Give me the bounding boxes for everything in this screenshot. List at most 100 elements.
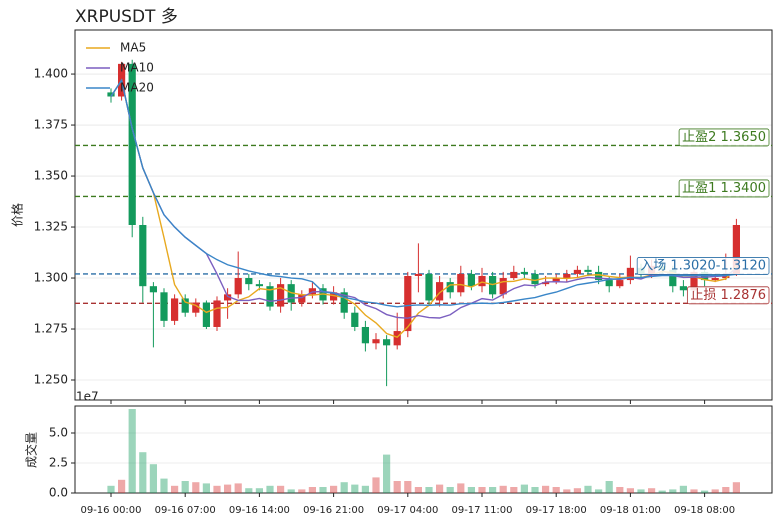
level-label-text: 入场 1.3020-1.3120 — [640, 258, 766, 273]
volume-bar — [107, 485, 115, 493]
volume-bar — [478, 487, 486, 493]
volume-bar — [510, 487, 518, 493]
legend-label: MA10 — [120, 61, 154, 75]
volume-bar — [446, 487, 454, 493]
volume-bar — [224, 484, 232, 493]
level-label-text: 止损 1.2876 — [690, 288, 766, 303]
candle-body — [277, 284, 285, 307]
y-tick-label: 1.250 — [34, 373, 68, 387]
candle-body — [446, 282, 454, 293]
level-label-box — [686, 286, 770, 305]
volume-bar — [234, 483, 242, 493]
x-tick-label: 09-16 00:00 — [80, 505, 141, 516]
volume-bar — [160, 478, 168, 493]
volume-bar — [563, 489, 571, 493]
volume-bar — [595, 489, 603, 493]
volume-bar — [149, 464, 157, 493]
volume-bar — [277, 485, 285, 493]
x-tick-label: 09-16 14:00 — [229, 505, 290, 516]
candle-body — [361, 326, 369, 344]
volume-bar — [383, 454, 391, 493]
volume-bar — [658, 490, 666, 493]
volume-bar — [732, 482, 740, 493]
volume-bar — [722, 487, 730, 493]
candle-body — [414, 273, 422, 276]
candle-body — [213, 300, 221, 327]
volume-bar — [319, 487, 327, 493]
volume-bar — [457, 483, 465, 493]
volume-bar — [531, 487, 539, 493]
volume-bar — [489, 487, 497, 493]
y-tick-label: 2.5 — [49, 456, 68, 470]
volume-bar — [118, 479, 126, 493]
candle-body — [478, 275, 486, 287]
candle-body — [383, 339, 391, 346]
volume-bar — [573, 488, 581, 493]
candle-body — [160, 292, 168, 321]
candle-body — [425, 273, 433, 301]
candle-body — [255, 284, 263, 287]
candle-body — [181, 298, 189, 313]
volume-bar — [340, 482, 348, 493]
candle-body — [202, 302, 210, 327]
volume-bar — [330, 485, 338, 493]
volume-bar — [202, 483, 210, 493]
x-tick-label: 09-17 11:00 — [451, 505, 512, 516]
volume-bar — [372, 477, 380, 493]
candle-body — [626, 267, 634, 281]
volume-bar — [171, 485, 179, 493]
candle-body — [520, 271, 528, 274]
candle-body — [224, 294, 232, 301]
y-tick-label: 1.275 — [34, 322, 68, 336]
candle-body — [149, 286, 157, 293]
y-tick-label: 1.400 — [34, 67, 68, 81]
candle-body — [669, 269, 677, 287]
x-tick-label: 09-18 08:00 — [674, 505, 735, 516]
volume-bar — [605, 481, 613, 493]
volume-bar — [139, 452, 147, 493]
level-label: 入场 1.3020-1.3120 — [636, 257, 770, 275]
candle-body — [404, 275, 412, 332]
level-label: 止盈2 1.3650 — [678, 128, 770, 147]
x-tick-label: 09-17 04:00 — [377, 505, 438, 516]
volume-bar — [690, 489, 698, 493]
volume-bar — [425, 487, 433, 493]
candle-body — [234, 278, 242, 295]
candle-body — [595, 271, 603, 281]
y-tick-label: 1.375 — [34, 118, 68, 132]
volume-bar — [542, 485, 550, 493]
volume-bar — [361, 485, 369, 493]
y-tick-label: 5.0 — [49, 426, 68, 440]
x-tick-label: 09-17 18:00 — [526, 505, 587, 516]
x-tick-label: 09-16 07:00 — [155, 505, 216, 516]
level-label: 止盈1 1.3400 — [678, 179, 770, 198]
candle-body — [584, 269, 592, 272]
legend-label: MA5 — [120, 41, 146, 55]
candle-body — [351, 312, 359, 327]
volume-bar — [308, 487, 316, 493]
level-label-text: 止盈1 1.3400 — [682, 181, 766, 196]
candle-body — [245, 278, 253, 285]
volume-bar — [213, 485, 221, 493]
candle-body — [563, 273, 571, 279]
candle-body — [732, 224, 740, 274]
volume-bar — [648, 488, 656, 493]
volume-bar — [679, 485, 687, 493]
volume-bar — [192, 482, 200, 493]
y-axis-label: 价格 — [10, 203, 25, 227]
y-tick-label: 1.325 — [34, 220, 68, 234]
ma-line — [110, 78, 737, 308]
candle-body — [679, 286, 687, 291]
candle-body — [139, 224, 147, 287]
candle-body — [192, 302, 200, 313]
volume-bar — [255, 488, 263, 493]
ma-line — [110, 78, 737, 319]
candle-body — [499, 278, 507, 295]
x-tick-label: 09-18 01:00 — [600, 505, 661, 516]
candle-body — [531, 273, 539, 285]
candle-body — [542, 282, 550, 285]
volume-bar — [711, 489, 719, 493]
level-label-box — [678, 179, 770, 198]
candle-body — [605, 280, 613, 287]
